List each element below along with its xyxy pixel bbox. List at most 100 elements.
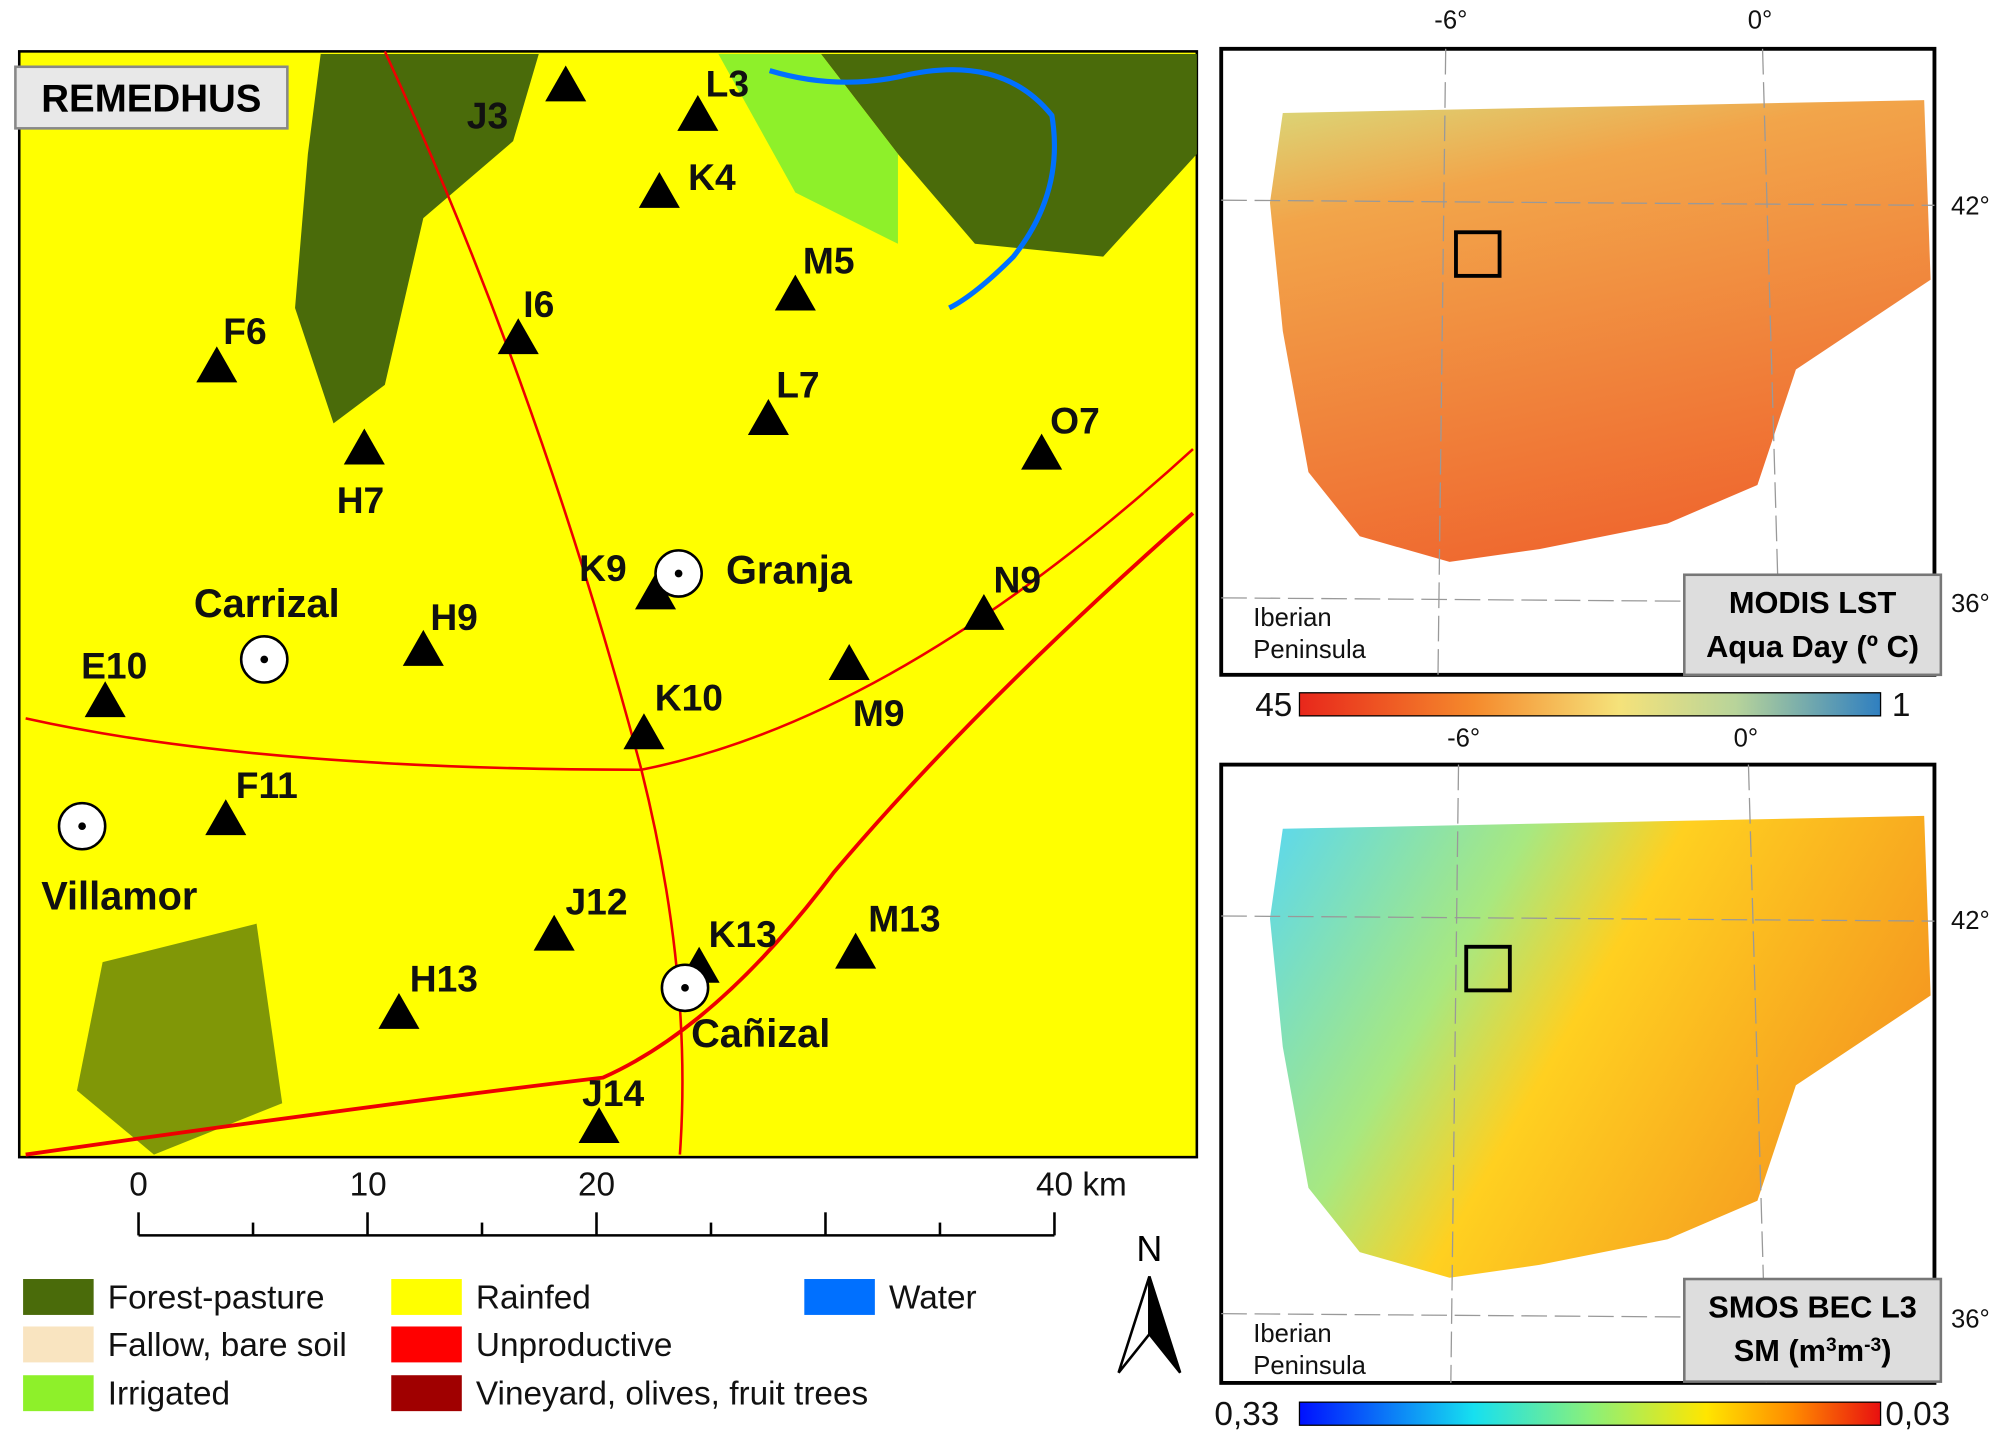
station-marker: [963, 594, 1005, 630]
lon-label: 0°: [1734, 725, 1759, 753]
legend-label: Vineyard, olives, fruit trees: [476, 1376, 868, 1413]
graticule: [1437, 48, 1447, 675]
station-label: L7: [776, 364, 819, 406]
graticule: [1761, 48, 1782, 675]
subtitle-part: -3: [1864, 1335, 1881, 1356]
station-marker: [402, 629, 444, 666]
station-label: K9: [579, 547, 627, 589]
station-marker: [774, 274, 816, 311]
irrigated: [718, 53, 898, 244]
lat-label: 36°: [1951, 590, 1990, 618]
station-marker: [578, 1107, 620, 1144]
colorbar: [1298, 692, 1882, 717]
graticule: [1450, 764, 1460, 1383]
town-dot: [78, 822, 86, 831]
legend-label: Irrigated: [108, 1376, 230, 1413]
inset-title-box: [1683, 1277, 1943, 1383]
legend-swatch: [23, 1326, 94, 1363]
scale-label: 0: [129, 1167, 148, 1204]
inset-title: SMOS BEC L3: [1708, 1289, 1917, 1324]
station-marker: [623, 713, 665, 750]
lon-label: -6°: [1447, 725, 1480, 753]
colorbar-label: 45: [1255, 687, 1292, 724]
station-label: M9: [853, 692, 905, 734]
legend: Forest-pasture Fallow, bare soil Irrigated…: [23, 1279, 977, 1413]
lon-label: 0°: [1748, 6, 1773, 34]
legend-swatch: [391, 1375, 462, 1412]
region-label: Iberian: [1253, 1320, 1331, 1348]
station-marker: [638, 171, 680, 208]
study-area: [1464, 944, 1512, 993]
station-marker: [545, 65, 587, 102]
arrow-left: [1117, 1276, 1151, 1374]
scale-label: 20: [578, 1167, 615, 1204]
town-dot: [260, 655, 269, 664]
station-marker: [205, 799, 247, 836]
forest: [295, 53, 539, 424]
station-marker: [835, 932, 877, 969]
station-label: H9: [430, 596, 478, 638]
town-dot: [674, 569, 683, 578]
river: [768, 67, 1057, 311]
region-label: Iberian: [1253, 604, 1331, 632]
station-marker: [378, 992, 420, 1029]
legend-label: Forest-pasture: [108, 1280, 325, 1317]
scale-label: 10: [350, 1167, 387, 1204]
main-map: REMEDHUS J3 L3 K4 M5 I6 F6 L7 H7 O7 K9 N9 H9 E10 K10 M…: [14, 50, 1199, 1159]
iberia: [1269, 815, 1931, 1278]
inset-subtitle: SM (m3m-3): [1734, 1333, 1892, 1368]
scale-bar: 0 10 20 40 km: [129, 1167, 1127, 1237]
station-label: O7: [1050, 400, 1100, 442]
legend-swatch: [23, 1375, 94, 1412]
road: [383, 50, 684, 1155]
town-label: Cañizal: [691, 1012, 830, 1056]
arrow-right: [1148, 1276, 1182, 1374]
town-dot: [681, 983, 689, 992]
station-label: H7: [337, 479, 385, 521]
inset-subtitle: Aqua Day (º C): [1706, 629, 1919, 664]
inset-map: -6° 0° 42° 36° Iberian Peninsula SMOS BEC L3 SM…: [1214, 725, 1989, 1434]
study-area: [1454, 230, 1502, 278]
station-marker: [497, 318, 539, 355]
iberia: [1269, 100, 1931, 562]
station-marker: [634, 573, 677, 610]
road: [25, 511, 1195, 1157]
north-arrow: N: [1117, 1228, 1182, 1374]
station-marker: [1021, 433, 1063, 470]
north-label: N: [1136, 1228, 1162, 1269]
station-marker: [747, 399, 789, 435]
legend-label: Fallow, bare soil: [108, 1327, 347, 1364]
region-label: Peninsula: [1253, 636, 1366, 664]
lon-label: -6°: [1434, 6, 1467, 34]
lat-label: 42°: [1951, 907, 1990, 935]
station-marker: [84, 681, 126, 718]
inset-title-box: [1683, 573, 1943, 677]
town-label: Villamor: [41, 875, 197, 919]
graticule: [1221, 1313, 1935, 1320]
station-marker: [196, 346, 238, 383]
map-title: REMEDHUS: [41, 78, 261, 121]
station-marker: [533, 914, 575, 951]
inset-map: -6° 0° 42° 36° Iberian Peninsula MODIS LST Aqua…: [1219, 6, 1990, 724]
lat-label: 36°: [1951, 1306, 1990, 1334]
scale-label: 40 km: [1036, 1167, 1127, 1204]
subtitle-part: 3: [1826, 1335, 1837, 1356]
graticule: [1221, 199, 1935, 206]
region-label: Peninsula: [1253, 1352, 1366, 1380]
town-label: Granja: [726, 549, 853, 593]
station-label: F6: [223, 310, 266, 352]
station-label: M13: [868, 897, 940, 939]
legend-swatch: [804, 1279, 875, 1315]
subtitle-part: m: [1837, 1333, 1864, 1368]
station-label: I6: [523, 283, 554, 325]
station-label: M5: [803, 239, 855, 281]
legend-swatch: [391, 1326, 462, 1363]
colorbar-label: 0,03: [1885, 1396, 1950, 1433]
inset-title: MODIS LST: [1729, 585, 1897, 620]
legend-label: Rainfed: [476, 1280, 591, 1317]
subtitle-part: Aqua Day (º C): [1706, 629, 1919, 664]
subtitle-part: SM (m: [1734, 1333, 1826, 1368]
colorbar-label: 0,33: [1214, 1396, 1279, 1433]
station-marker: [828, 644, 870, 680]
